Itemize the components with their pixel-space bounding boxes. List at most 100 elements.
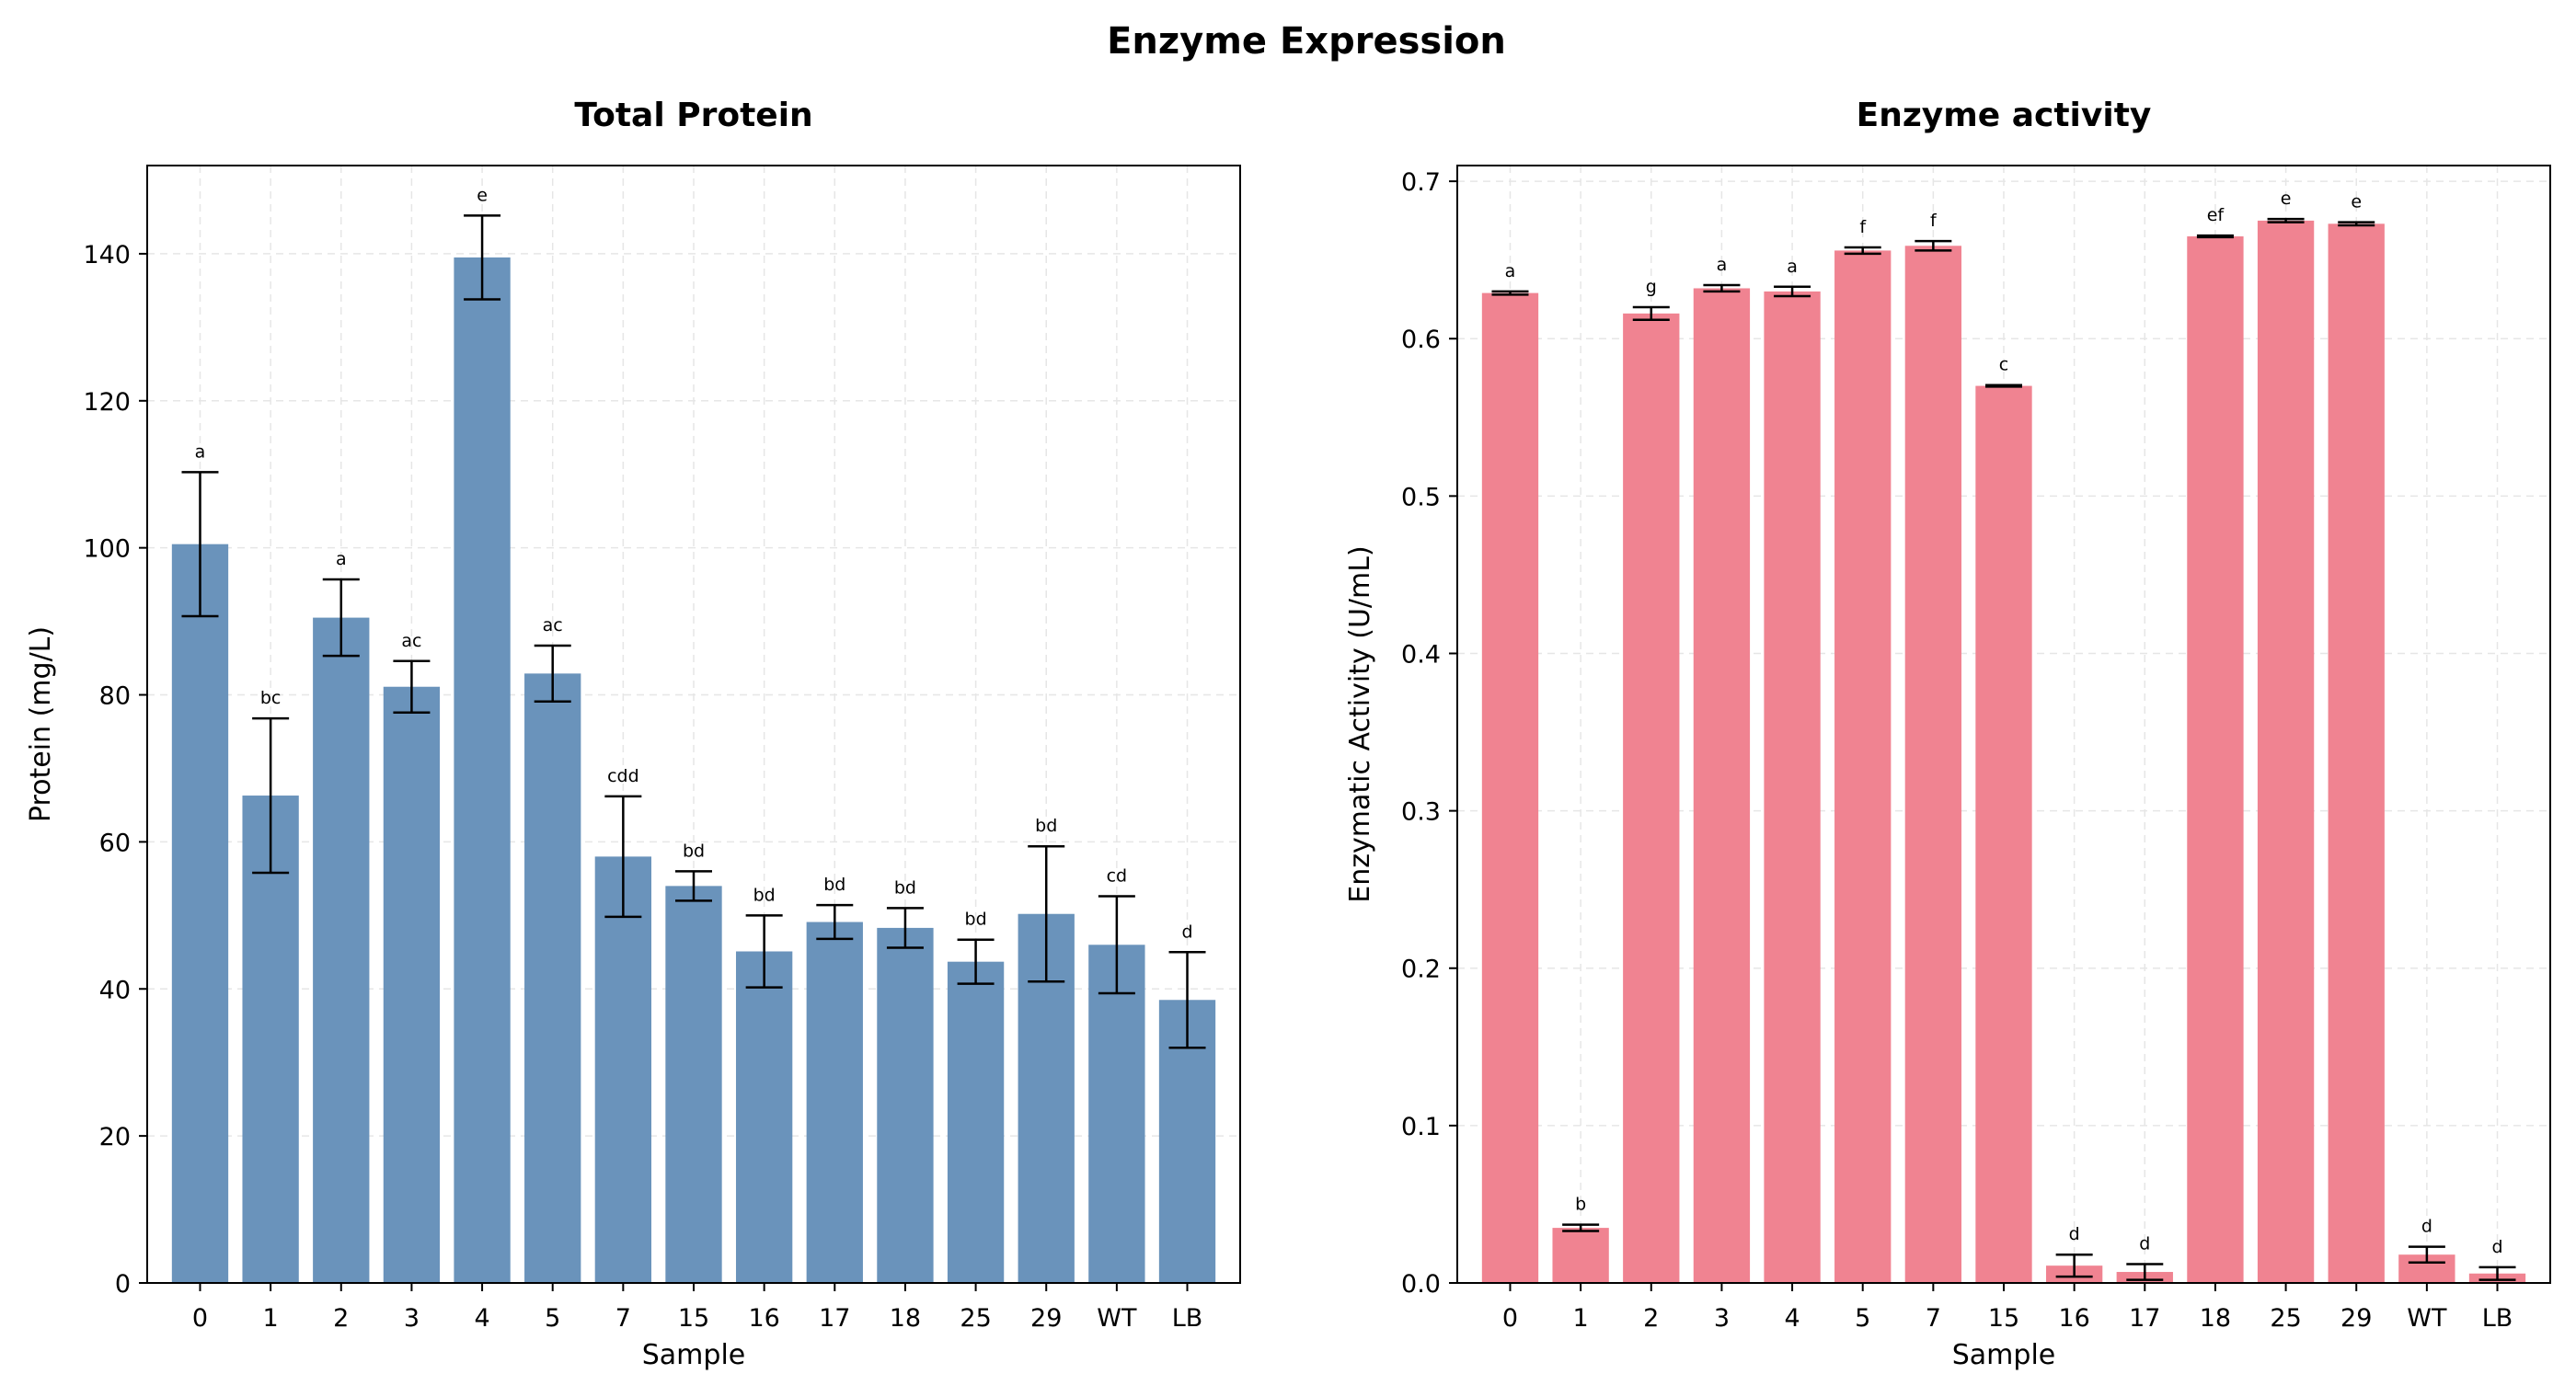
activity-significance-label: g — [1646, 277, 1657, 297]
protein-significance-label: bc — [260, 688, 282, 708]
protein-axes-frame — [146, 165, 1241, 1284]
activity-x-tick-label: 17 — [2129, 1304, 2160, 1333]
protein-bar-25 — [947, 961, 1005, 1283]
protein-x-tick-label: 16 — [748, 1304, 779, 1333]
activity-significance-label: c — [1999, 355, 2008, 375]
protein-y-tick-label: 100 — [83, 535, 131, 564]
protein-x-tick-label: 18 — [890, 1304, 921, 1333]
protein-significance-label: d — [1181, 922, 1192, 942]
protein-significance-label: cdd — [607, 766, 639, 786]
activity-y-tick-label: 0.5 — [1401, 483, 1441, 511]
protein-bar-5 — [524, 673, 581, 1283]
protein-significance-label: bd — [753, 885, 776, 905]
activity-bar-25 — [2257, 220, 2315, 1283]
protein-y-tick-label: 40 — [99, 976, 131, 1004]
protein-x-tick-label: 3 — [404, 1304, 420, 1333]
enzyme-activity-panel: a 0 b 1 g 2 a 3 a 4 f 5 f 7 c 15 d 16 d 17 ef 18 e 25 e 29 d WT d LB 0… — [1344, 97, 2551, 1371]
protein-bar-17 — [806, 922, 863, 1283]
protein-x-tick-label: 5 — [545, 1304, 560, 1333]
activity-x-tick-label: 2 — [1643, 1304, 1659, 1333]
protein-x-tick-label: 29 — [1030, 1304, 1062, 1333]
protein-y-tick-label: 20 — [99, 1123, 131, 1151]
activity-x-tick-label: 16 — [2058, 1304, 2089, 1333]
activity-significance-label: f — [1930, 211, 1938, 231]
activity-y-tick-label: 0.3 — [1401, 798, 1441, 827]
activity-bar-3 — [1693, 288, 1751, 1283]
activity-significance-label: f — [1859, 217, 1867, 237]
protein-significance-label: bd — [823, 875, 845, 895]
protein-significance-label: bd — [1035, 816, 1057, 836]
activity-bar-1 — [1552, 1228, 1609, 1283]
activity-bar-7 — [1904, 246, 1962, 1283]
protein-x-tick-label: 25 — [960, 1304, 991, 1333]
protein-significance-label: ac — [401, 631, 421, 651]
total-protein-panel: a0bc1a2ac3e4ac5cdd7bd15bd16bd17bd18bd25b… — [25, 97, 1241, 1371]
activity-x-tick-label: 18 — [2200, 1304, 2231, 1333]
activity-significance-label: a — [1787, 257, 1798, 277]
protein-x-tick-label: 7 — [615, 1304, 631, 1333]
protein-y-axis-label: Protein (mg/L) — [25, 626, 57, 822]
protein-significance-label: a — [336, 549, 347, 569]
activity-significance-label: d — [2139, 1233, 2150, 1254]
activity-significance-label: e — [2281, 189, 2292, 209]
protein-y-tick-label: 140 — [83, 241, 131, 269]
activity-bar-29 — [2328, 223, 2385, 1283]
activity-y-tick-label: 0.4 — [1401, 640, 1441, 669]
protein-significance-label: cd — [1107, 866, 1128, 887]
protein-y-tick-label: 80 — [99, 682, 131, 711]
activity-significance-label: e — [2351, 192, 2362, 212]
protein-y-tick-label: 120 — [83, 388, 131, 417]
protein-bar-16 — [735, 951, 793, 1283]
protein-significance-label: e — [477, 185, 488, 205]
activity-y-tick-label: 0.2 — [1401, 956, 1441, 984]
protein-x-tick-label: WT — [1097, 1304, 1137, 1333]
protein-bar-7 — [594, 856, 652, 1283]
activity-x-tick-label: 0 — [1502, 1304, 1518, 1333]
activity-bar-18 — [2187, 236, 2244, 1283]
protein-significance-label: ac — [543, 615, 563, 636]
protein-x-tick-label: 15 — [678, 1304, 709, 1333]
activity-y-tick-label: 0.7 — [1401, 168, 1441, 197]
activity-bar-15 — [1975, 385, 2032, 1283]
protein-bar-0 — [171, 544, 229, 1283]
activity-x-tick-label: 4 — [1784, 1304, 1800, 1333]
activity-y-axis-label: Enzymatic Activity (U/mL) — [1344, 545, 1376, 902]
protein-x-tick-label: 17 — [819, 1304, 850, 1333]
activity-bar-5 — [1834, 250, 1892, 1283]
activity-significance-label: d — [2069, 1224, 2080, 1244]
activity-bar-2 — [1623, 313, 1680, 1284]
protein-y-tick-label: 60 — [99, 829, 131, 857]
activity-bar-0 — [1481, 292, 1539, 1283]
protein-x-axis-label: Sample — [642, 1339, 746, 1371]
activity-y-tick-label: 0.6 — [1401, 326, 1441, 354]
protein-x-tick-label: 2 — [333, 1304, 349, 1333]
activity-x-axis-label: Sample — [1952, 1339, 2056, 1371]
activity-significance-label: a — [1505, 261, 1516, 281]
protein-bar-18 — [877, 927, 934, 1283]
activity-axes-frame — [1456, 165, 2551, 1284]
figure-title: Enzyme Expression — [1107, 20, 1506, 63]
activity-significance-label: ef — [2207, 205, 2225, 225]
activity-x-tick-label: 3 — [1714, 1304, 1730, 1333]
activity-x-tick-label: 5 — [1855, 1304, 1870, 1333]
protein-x-tick-label: 0 — [192, 1304, 208, 1333]
activity-x-tick-label: LB — [2482, 1304, 2513, 1333]
protein-x-tick-label: 1 — [263, 1304, 279, 1333]
activity-chart-title: Enzyme activity — [1857, 97, 2152, 134]
activity-x-tick-label: 1 — [1573, 1304, 1589, 1333]
activity-x-tick-label: 7 — [1926, 1304, 1941, 1333]
protein-bar-wt — [1088, 945, 1145, 1283]
activity-significance-label: d — [2491, 1237, 2502, 1257]
activity-bar-4 — [1764, 291, 1821, 1284]
protein-bar-2 — [313, 617, 370, 1283]
protein-significance-label: bd — [965, 910, 987, 930]
activity-significance-label: d — [2421, 1217, 2432, 1237]
activity-significance-label: b — [1575, 1195, 1586, 1215]
activity-significance-label: a — [1717, 255, 1728, 275]
activity-x-tick-label: 25 — [2270, 1304, 2301, 1333]
protein-bar-3 — [383, 686, 441, 1283]
protein-bar-4 — [454, 257, 511, 1284]
activity-x-tick-label: 15 — [1988, 1304, 2019, 1333]
protein-significance-label: bd — [683, 841, 705, 861]
